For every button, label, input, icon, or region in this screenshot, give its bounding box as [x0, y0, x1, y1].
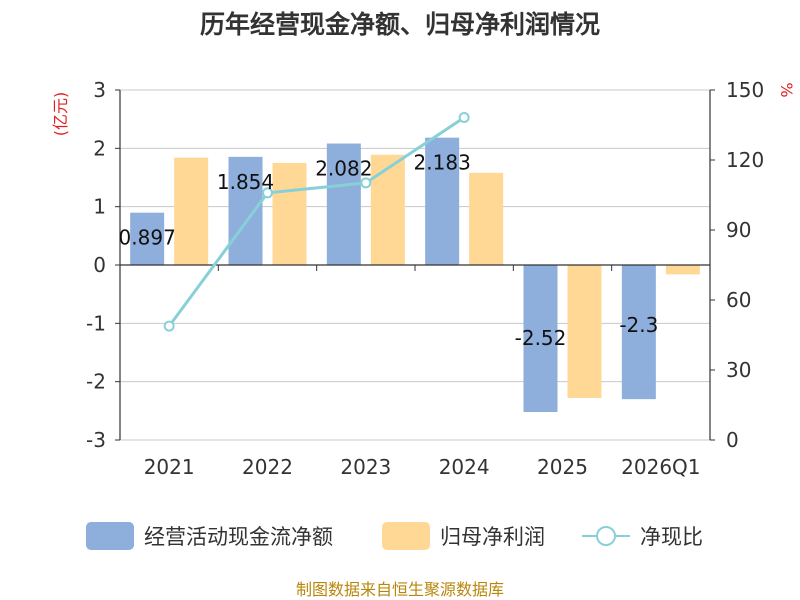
x-axis-tick-label: 2026Q1 [621, 455, 700, 479]
data-label: 2.082 [315, 157, 372, 181]
right-axis-unit: % [777, 82, 796, 97]
left-axis-tick-label: 1 [93, 195, 106, 219]
legend: 经营活动现金流净额 归母净利润 净现比 [86, 522, 703, 550]
line-point [163, 320, 175, 332]
right-axis-tick-label: 30 [726, 358, 751, 382]
bar-operating-cash-flow [326, 143, 361, 265]
x-axis-tick-label: 2021 [144, 455, 195, 479]
left-axis-tick-label: 2 [93, 136, 106, 160]
bar-net-profit [272, 162, 307, 265]
chart-title: 历年经营现金净额、归母净利润情况 [200, 10, 600, 39]
x-axis-tick-label: 2022 [242, 455, 293, 479]
legend-marker [596, 526, 616, 546]
left-axis-unit: (亿元) [51, 92, 70, 137]
bar-operating-cash-flow [130, 212, 165, 265]
x-axis-tick-label: 2023 [340, 455, 391, 479]
bar-operating-cash-flow [425, 137, 460, 265]
data-label: -2.3 [619, 313, 658, 337]
legend-label: 归母净利润 [440, 525, 545, 549]
data-label: 1.854 [217, 170, 274, 194]
bar-operating-cash-flow [621, 265, 656, 400]
line-point [262, 187, 273, 199]
right-axis-tick-label: 90 [726, 218, 751, 242]
bar-net-profit [567, 265, 602, 398]
x-axis-tick-label: 2024 [439, 455, 490, 479]
bar-operating-cash-flow [523, 265, 558, 412]
right-axis-tick-label: 150 [726, 78, 764, 102]
data-label: 0.897 [119, 226, 176, 250]
line-net-cash-ratio [167, 116, 465, 328]
left-axis-tick-label: -2 [86, 370, 106, 394]
bar-series [130, 137, 700, 412]
right-axis-tick-label: 60 [726, 288, 751, 312]
left-axis-tick-label: -3 [86, 428, 106, 452]
data-label: -2.52 [515, 326, 567, 350]
right-axis-tick-label: 0 [726, 428, 739, 452]
legend-label: 经营活动现金流净额 [144, 525, 333, 549]
bar-net-profit [370, 154, 405, 265]
right-axis-tick-label: 120 [726, 148, 764, 172]
line-point [360, 177, 372, 189]
bar-operating-cash-flow [228, 156, 263, 265]
legend-swatch [382, 522, 430, 550]
x-axis-tick-label: 2025 [537, 455, 588, 479]
legend-swatch [86, 522, 134, 550]
data-labels: 0.897 1.854 2.082 2.183 -2.52 -2.3 [119, 151, 659, 350]
line-series [163, 112, 470, 332]
line-point [458, 112, 470, 124]
legend-label: 净现比 [640, 525, 703, 549]
left-axis-tick-label: 3 [93, 78, 106, 102]
left-axis-tick-label: -1 [86, 311, 106, 335]
left-axis-tick-label: 0 [93, 253, 106, 277]
bar-net-profit [469, 172, 504, 265]
data-label: 2.183 [414, 151, 471, 175]
bar-net-profit [174, 157, 209, 265]
legend-operating-cash-flow: 经营活动现金流净额 [86, 522, 333, 550]
source-note: 制图数据来自恒生聚源数据库 [296, 580, 504, 599]
legend-net-cash-ratio: 净现比 [582, 525, 703, 549]
legend-net-profit: 归母净利润 [382, 522, 545, 550]
grid-lines [120, 89, 710, 441]
bar-net-profit [665, 265, 700, 275]
